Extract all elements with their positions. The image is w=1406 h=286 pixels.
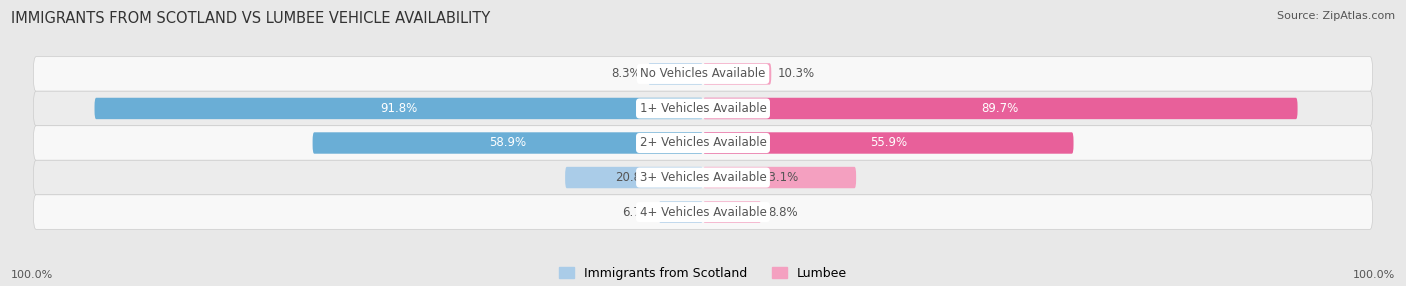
Text: 100.0%: 100.0% <box>11 270 53 280</box>
FancyBboxPatch shape <box>312 132 703 154</box>
Text: 3+ Vehicles Available: 3+ Vehicles Available <box>640 171 766 184</box>
Text: 1+ Vehicles Available: 1+ Vehicles Available <box>640 102 766 115</box>
FancyBboxPatch shape <box>34 126 1372 160</box>
FancyBboxPatch shape <box>34 195 1372 229</box>
Text: 55.9%: 55.9% <box>870 136 907 150</box>
FancyBboxPatch shape <box>565 167 703 188</box>
Text: 89.7%: 89.7% <box>981 102 1019 115</box>
FancyBboxPatch shape <box>648 63 703 85</box>
Text: 10.3%: 10.3% <box>778 67 815 80</box>
Text: 20.8%: 20.8% <box>616 171 652 184</box>
FancyBboxPatch shape <box>34 57 1372 91</box>
FancyBboxPatch shape <box>703 63 772 85</box>
FancyBboxPatch shape <box>703 167 856 188</box>
Text: 2+ Vehicles Available: 2+ Vehicles Available <box>640 136 766 150</box>
Text: Source: ZipAtlas.com: Source: ZipAtlas.com <box>1277 11 1395 21</box>
Text: 58.9%: 58.9% <box>489 136 526 150</box>
Text: 6.7%: 6.7% <box>621 206 652 219</box>
Text: 8.3%: 8.3% <box>612 67 641 80</box>
FancyBboxPatch shape <box>34 160 1372 195</box>
FancyBboxPatch shape <box>703 98 1298 119</box>
Text: 100.0%: 100.0% <box>1353 270 1395 280</box>
FancyBboxPatch shape <box>703 201 761 223</box>
Text: 8.8%: 8.8% <box>768 206 797 219</box>
Text: IMMIGRANTS FROM SCOTLAND VS LUMBEE VEHICLE AVAILABILITY: IMMIGRANTS FROM SCOTLAND VS LUMBEE VEHIC… <box>11 11 491 26</box>
FancyBboxPatch shape <box>94 98 703 119</box>
Text: 23.1%: 23.1% <box>761 171 799 184</box>
Legend: Immigrants from Scotland, Lumbee: Immigrants from Scotland, Lumbee <box>558 267 848 280</box>
FancyBboxPatch shape <box>658 201 703 223</box>
Text: 4+ Vehicles Available: 4+ Vehicles Available <box>640 206 766 219</box>
Text: No Vehicles Available: No Vehicles Available <box>640 67 766 80</box>
FancyBboxPatch shape <box>703 132 1074 154</box>
FancyBboxPatch shape <box>34 91 1372 126</box>
Text: 91.8%: 91.8% <box>380 102 418 115</box>
